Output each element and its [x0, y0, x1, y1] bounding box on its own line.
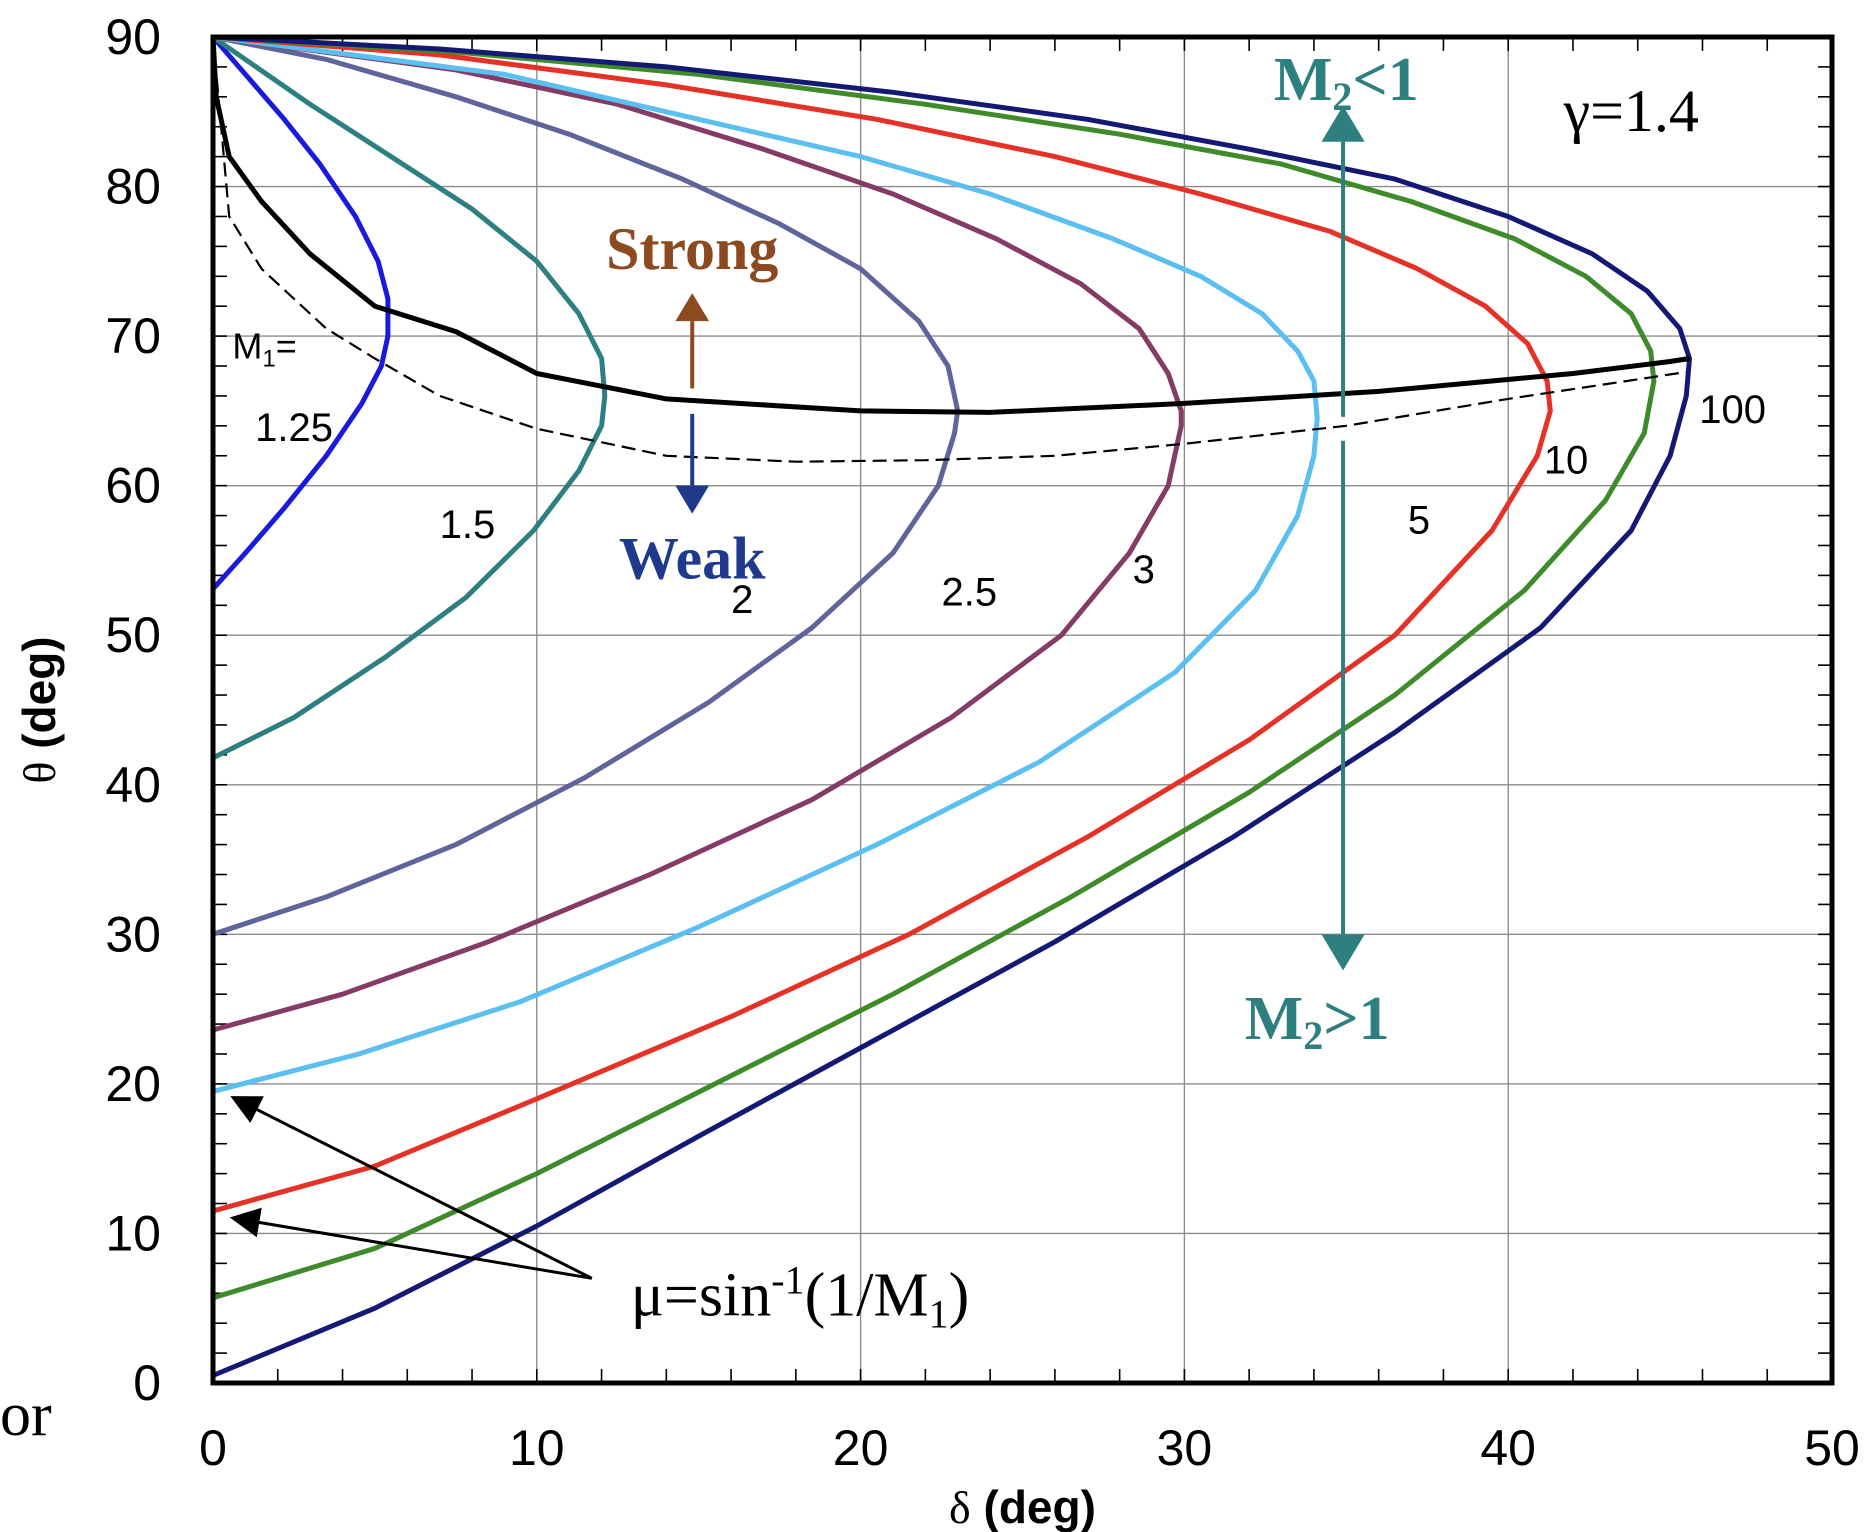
m2-sup-relation: >1 [1323, 985, 1389, 1053]
mu-prefix: μ=sin [631, 1262, 772, 1330]
mach-curve-5 [210, 34, 1553, 1214]
m2-subsonic-label: M2<1 [1274, 46, 1419, 119]
m1-subscript: 1 [262, 346, 275, 373]
x-tick-label-30: 30 [1157, 1420, 1213, 1476]
curve-label-1-5: 1.5 [440, 503, 496, 547]
reference-lines [210, 36, 1690, 463]
curve-label-3: 3 [1133, 548, 1155, 592]
mach-curve-2-5 [210, 34, 1184, 1033]
y-tick-label-0: 0 [133, 1355, 161, 1411]
x-axis-symbol: δ [949, 1482, 971, 1532]
mu-subscript: 1 [929, 1292, 949, 1337]
y-tick-label-80: 80 [105, 159, 161, 215]
weak-arrow-head [675, 485, 710, 514]
x-tick-label-10: 10 [509, 1420, 565, 1476]
curve-label-2-5: 2.5 [942, 570, 998, 614]
mu-suffix: ) [949, 1262, 970, 1330]
m2-arrow-head-up [1321, 105, 1365, 142]
mu-superscript: -1 [771, 1258, 804, 1303]
y-axis-symbol: θ [14, 762, 65, 784]
x-tick-label-50: 50 [1804, 1420, 1860, 1476]
max-deflection-line [210, 36, 1690, 415]
curve-label-m1-prefix: M1= [232, 326, 296, 373]
m2-arrow-head-down [1321, 934, 1365, 971]
plot-frame [210, 34, 1835, 1386]
curve-label-5: 5 [1408, 499, 1430, 543]
y-tick-label-20: 20 [105, 1056, 161, 1112]
gamma-label: γ=1.4 [1563, 78, 1699, 144]
m2-supersonic-label: M2>1 [1245, 985, 1390, 1058]
strong-label: Strong [606, 216, 778, 282]
y-tick-label-60: 60 [105, 458, 161, 514]
minor-ticks [212, 36, 1833, 1384]
mu-formula: μ=sin-1(1/M1) [631, 1258, 970, 1337]
m2-sup-letter: M [1245, 985, 1304, 1053]
grid-lines [213, 37, 1832, 1383]
sonic-line [211, 36, 1687, 463]
m1-letter: M [232, 326, 262, 367]
mu-arrow-to-mach5 [229, 1207, 593, 1280]
mach-curve-10 [210, 34, 1657, 1301]
m1-equals: = [276, 326, 297, 367]
mach-curve-3 [210, 34, 1320, 1094]
m2-sup-subscript: 2 [1303, 1013, 1323, 1058]
y-tick-label-30: 30 [105, 906, 161, 962]
weak-label: Weak [619, 525, 766, 591]
y-tick-label-70: 70 [105, 308, 161, 364]
y-axis-unit: (deg) [13, 636, 65, 748]
mach-number-curves [210, 34, 1692, 1378]
y-tick-label-90: 90 [105, 9, 161, 65]
cropped-text-fragment: or [0, 1381, 52, 1449]
y-tick-label-50: 50 [105, 607, 161, 663]
curve-label-100: 100 [1699, 388, 1766, 432]
x-tick-label-0: 0 [199, 1420, 227, 1476]
mach-curve-1-25 [210, 34, 391, 592]
mach-curve-100 [210, 34, 1692, 1378]
x-tick-label-20: 20 [833, 1420, 889, 1476]
y-tick-label-10: 10 [105, 1205, 161, 1261]
curve-label-10: 10 [1544, 439, 1589, 483]
x-tick-label-40: 40 [1480, 1420, 1536, 1476]
m2-sub-subscript: 2 [1332, 74, 1352, 119]
mu-arrow-to-mach3 [230, 1096, 593, 1280]
x-axis-unit: (deg) [984, 1481, 1096, 1532]
tick-labels: 0 10 20 30 40 50 0 10 20 30 40 50 60 70 80 90 [105, 9, 1859, 1476]
x-axis-label: δ (deg) [949, 1481, 1096, 1532]
mach-curve-1-5 [210, 34, 608, 761]
curve-label-1-25: 1.25 [255, 406, 333, 450]
m2-sub-letter: M [1274, 46, 1333, 114]
m2-sub-relation: <1 [1352, 46, 1418, 114]
y-axis-label: θ (deg) [13, 636, 65, 783]
y-tick-label-40: 40 [105, 757, 161, 813]
curve-label-2: 2 [731, 578, 753, 622]
strong-arrow-head [675, 293, 710, 322]
mu-middle: (1/M [805, 1262, 929, 1330]
